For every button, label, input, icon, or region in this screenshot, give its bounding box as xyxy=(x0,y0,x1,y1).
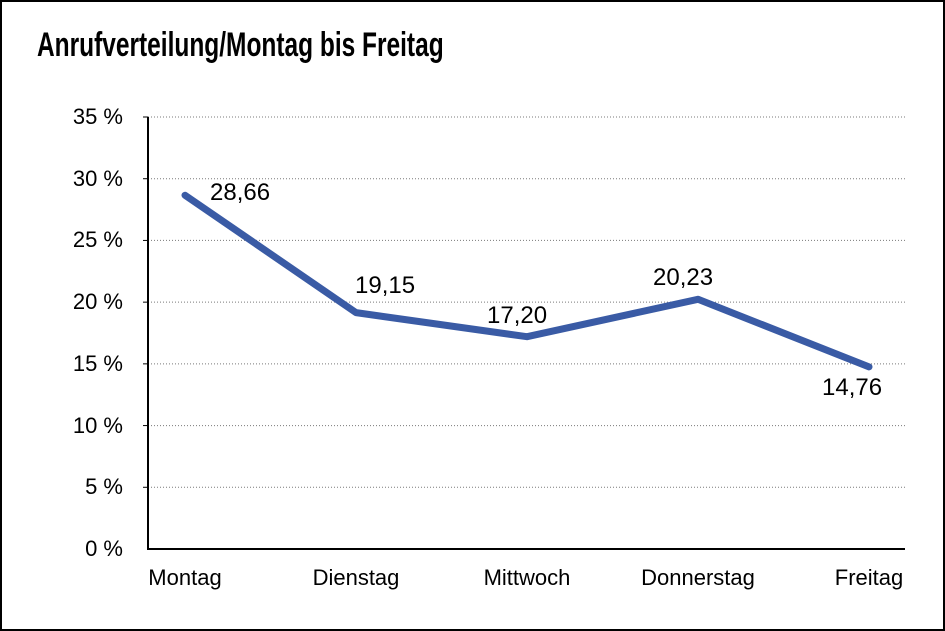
y-tick-label: 25 % xyxy=(72,227,123,253)
y-tick-label: 5 % xyxy=(85,474,123,500)
data-line xyxy=(181,191,873,371)
data-point-label: 20,23 xyxy=(653,264,714,292)
data-point-label: 14,76 xyxy=(822,373,883,401)
x-category-label: Freitag xyxy=(834,565,904,590)
data-point-label: 28,66 xyxy=(210,179,271,207)
y-tick-label: 30 % xyxy=(72,165,123,191)
y-tick-label: 15 % xyxy=(72,350,123,376)
y-tick-label: 10 % xyxy=(72,412,123,438)
x-category-label: Donnerstag xyxy=(641,565,755,590)
y-tick-label: 0 % xyxy=(85,536,123,561)
y-tick-label: 35 % xyxy=(72,104,123,129)
data-point-label: 19,15 xyxy=(355,271,416,299)
y-tick-label: 20 % xyxy=(72,289,123,315)
gridlines xyxy=(148,116,905,488)
x-category-label: Mittwoch xyxy=(483,565,571,590)
chart-title: Anrufverteilung/Montag bis Freitag xyxy=(37,26,444,64)
x-category-label: Dienstag xyxy=(312,565,400,590)
data-point-label: 17,20 xyxy=(487,301,548,329)
x-category-label: Montag xyxy=(148,565,222,590)
